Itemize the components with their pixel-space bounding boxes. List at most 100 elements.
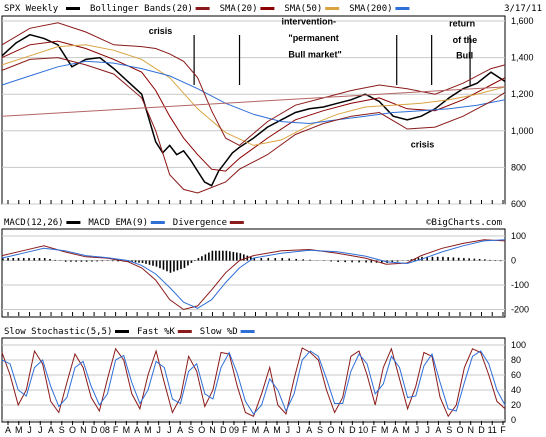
x-tick-label: F [371,425,377,435]
stochastic-tick-label: 100 [511,340,526,350]
divergence-bar [134,260,137,263]
slow-d-line [1,350,506,415]
legend-label: Slow %D [200,327,238,337]
legend-swatch [240,330,255,333]
annotation-label: Bull [456,51,473,61]
annotation-label: crisis [149,26,173,36]
x-tick-label: F [113,425,119,435]
price-tick-label: 1,200 [511,89,534,99]
divergence-bar [190,260,193,263]
indicator-line [1,44,506,146]
legend-label: SMA(20) [220,4,258,14]
x-tick-label: A [48,425,54,435]
macd-line [1,239,506,311]
x-tick-label: S [446,425,452,435]
fast-k-line [1,347,506,418]
x-tick-label: A [306,425,312,435]
annotation-label: "permanent [288,33,338,43]
divergence-bar [148,260,151,265]
divergence-bar [281,258,284,261]
divergence-bar [274,258,277,261]
x-tick-label: M [123,425,131,435]
stochastic-tick-label: 20 [511,400,521,410]
divergence-bar [49,258,51,261]
divergence-bar [337,260,339,262]
divergence-bar [250,256,252,261]
divergence-bar [232,251,235,261]
stochastic-legend: Slow Stochastic(5,5) Fast %K Slow %D [4,327,255,337]
annotation-markers [193,35,471,85]
price-tick-label: 1,400 [511,53,534,63]
annotation-label: return [449,18,475,28]
divergence-bar [80,260,83,262]
x-tick-label: O [327,425,334,435]
x-tick-label: O [198,425,205,435]
x-tick-label: 11 [488,425,497,435]
price-y-axis: 1,600 1,400 1,200 1,000 800 600 [511,16,534,209]
x-tick-label: J [286,425,291,435]
divergence-bar [396,260,399,262]
price-annotations: crisis intervention- "permanent Bull market… [149,17,477,150]
x-tick-label: J [167,425,172,435]
divergence-bar [499,260,502,262]
divergence-bar [85,260,88,262]
divergence-bar [414,258,416,261]
legend-label: Fast %K [137,327,176,337]
divergence-bar [351,260,353,263]
legend-swatch [229,221,244,224]
divergence-bar [183,260,186,268]
x-tick-label: A [5,425,11,435]
divergence-bar [344,260,346,263]
indicator-line [1,86,506,117]
legend-label: Bollinger Bands(20) [90,4,193,14]
legend-label: MACD EMA(9) [88,218,148,228]
divergence-bar [211,250,214,261]
x-tick-label: M [402,425,410,435]
divergence-bar [253,258,256,261]
legend-swatch [177,330,192,333]
price-tick-label: 600 [511,199,526,209]
divergence-bar [225,250,228,261]
legend-swatch [66,221,81,224]
stochastic-tick-label: 40 [511,385,521,395]
price-line [1,33,506,187]
x-tick-label: J [415,425,420,435]
legend-label: MACD(12,26) [4,218,64,228]
x-tick-label: J [38,425,43,435]
divergence-bar [447,257,449,261]
divergence-bar [380,260,383,263]
annotation-label: crisis [411,139,435,149]
legend-swatch [395,7,410,10]
price-panel: crisis intervention- "permanent Bull market… [1,15,534,209]
x-tick-label: A [134,425,140,435]
annotation-label: intervention- [281,17,336,27]
x-tick-label: J [27,425,32,435]
divergence-bar [473,258,476,261]
x-tick-label: A [177,425,183,435]
x-tick-label: 08 [100,425,110,435]
divergence-bar [215,250,217,261]
divergence-bar [7,258,9,261]
divergence-bar [204,254,207,261]
macd-ema-line [1,239,506,309]
x-tick-label: O [69,425,76,435]
divergence-bar [70,260,72,262]
divergence-bar [243,254,245,261]
divergence-bar [370,260,373,263]
divergence-bar [112,260,114,262]
price-tick-label: 800 [511,162,526,172]
divergence-bar [295,258,298,261]
divergence-bar [426,256,429,261]
divergence-bar [236,252,238,261]
x-tick-label: N [80,425,87,435]
x-axis: A M J J A S O N D 08 F M A M J J A S O N D 09 F M A M J J A S O N D 10 F M A… [5,200,506,435]
divergence-bar [22,258,25,261]
divergence-bar [197,258,200,261]
divergence-bar [91,260,93,262]
divergence-bar [96,260,98,262]
legend-swatch [66,7,80,10]
divergence-bar [239,253,242,261]
indicator-line [1,60,506,125]
divergence-bar [229,251,231,261]
